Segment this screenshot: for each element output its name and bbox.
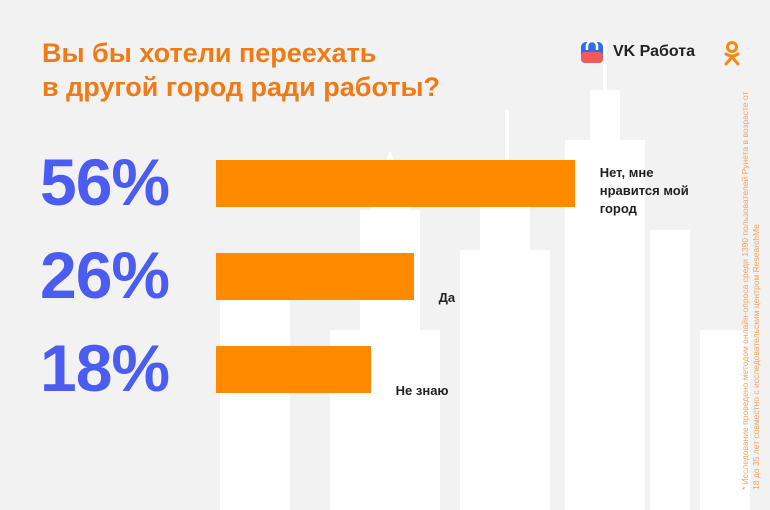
- vk-rabota-briefcase-icon: [581, 40, 603, 63]
- bar: [216, 253, 414, 300]
- odnoklassniki-logo-icon: [724, 41, 740, 66]
- bar: [216, 160, 575, 207]
- category-label: Не знаю: [395, 383, 449, 398]
- brand-name: VK Работа: [613, 43, 696, 60]
- footnote: * Исследование проведено методом онлайн-…: [740, 91, 761, 490]
- vk-rabota-logo: VK Работа: [581, 40, 695, 64]
- percent-label: 56%: [40, 145, 170, 219]
- percent-label: 18%: [40, 331, 170, 405]
- title-line-2: в другой город ради работы?: [42, 72, 441, 102]
- chart-title: Вы бы хотели переехать в другой город ра…: [42, 36, 440, 104]
- category-label: Да: [438, 290, 456, 305]
- bar: [216, 346, 371, 393]
- percent-label: 26%: [40, 238, 170, 312]
- title-line-1: Вы бы хотели переехать: [42, 38, 377, 68]
- category-label: Нет, мне нравится мой город: [599, 165, 689, 216]
